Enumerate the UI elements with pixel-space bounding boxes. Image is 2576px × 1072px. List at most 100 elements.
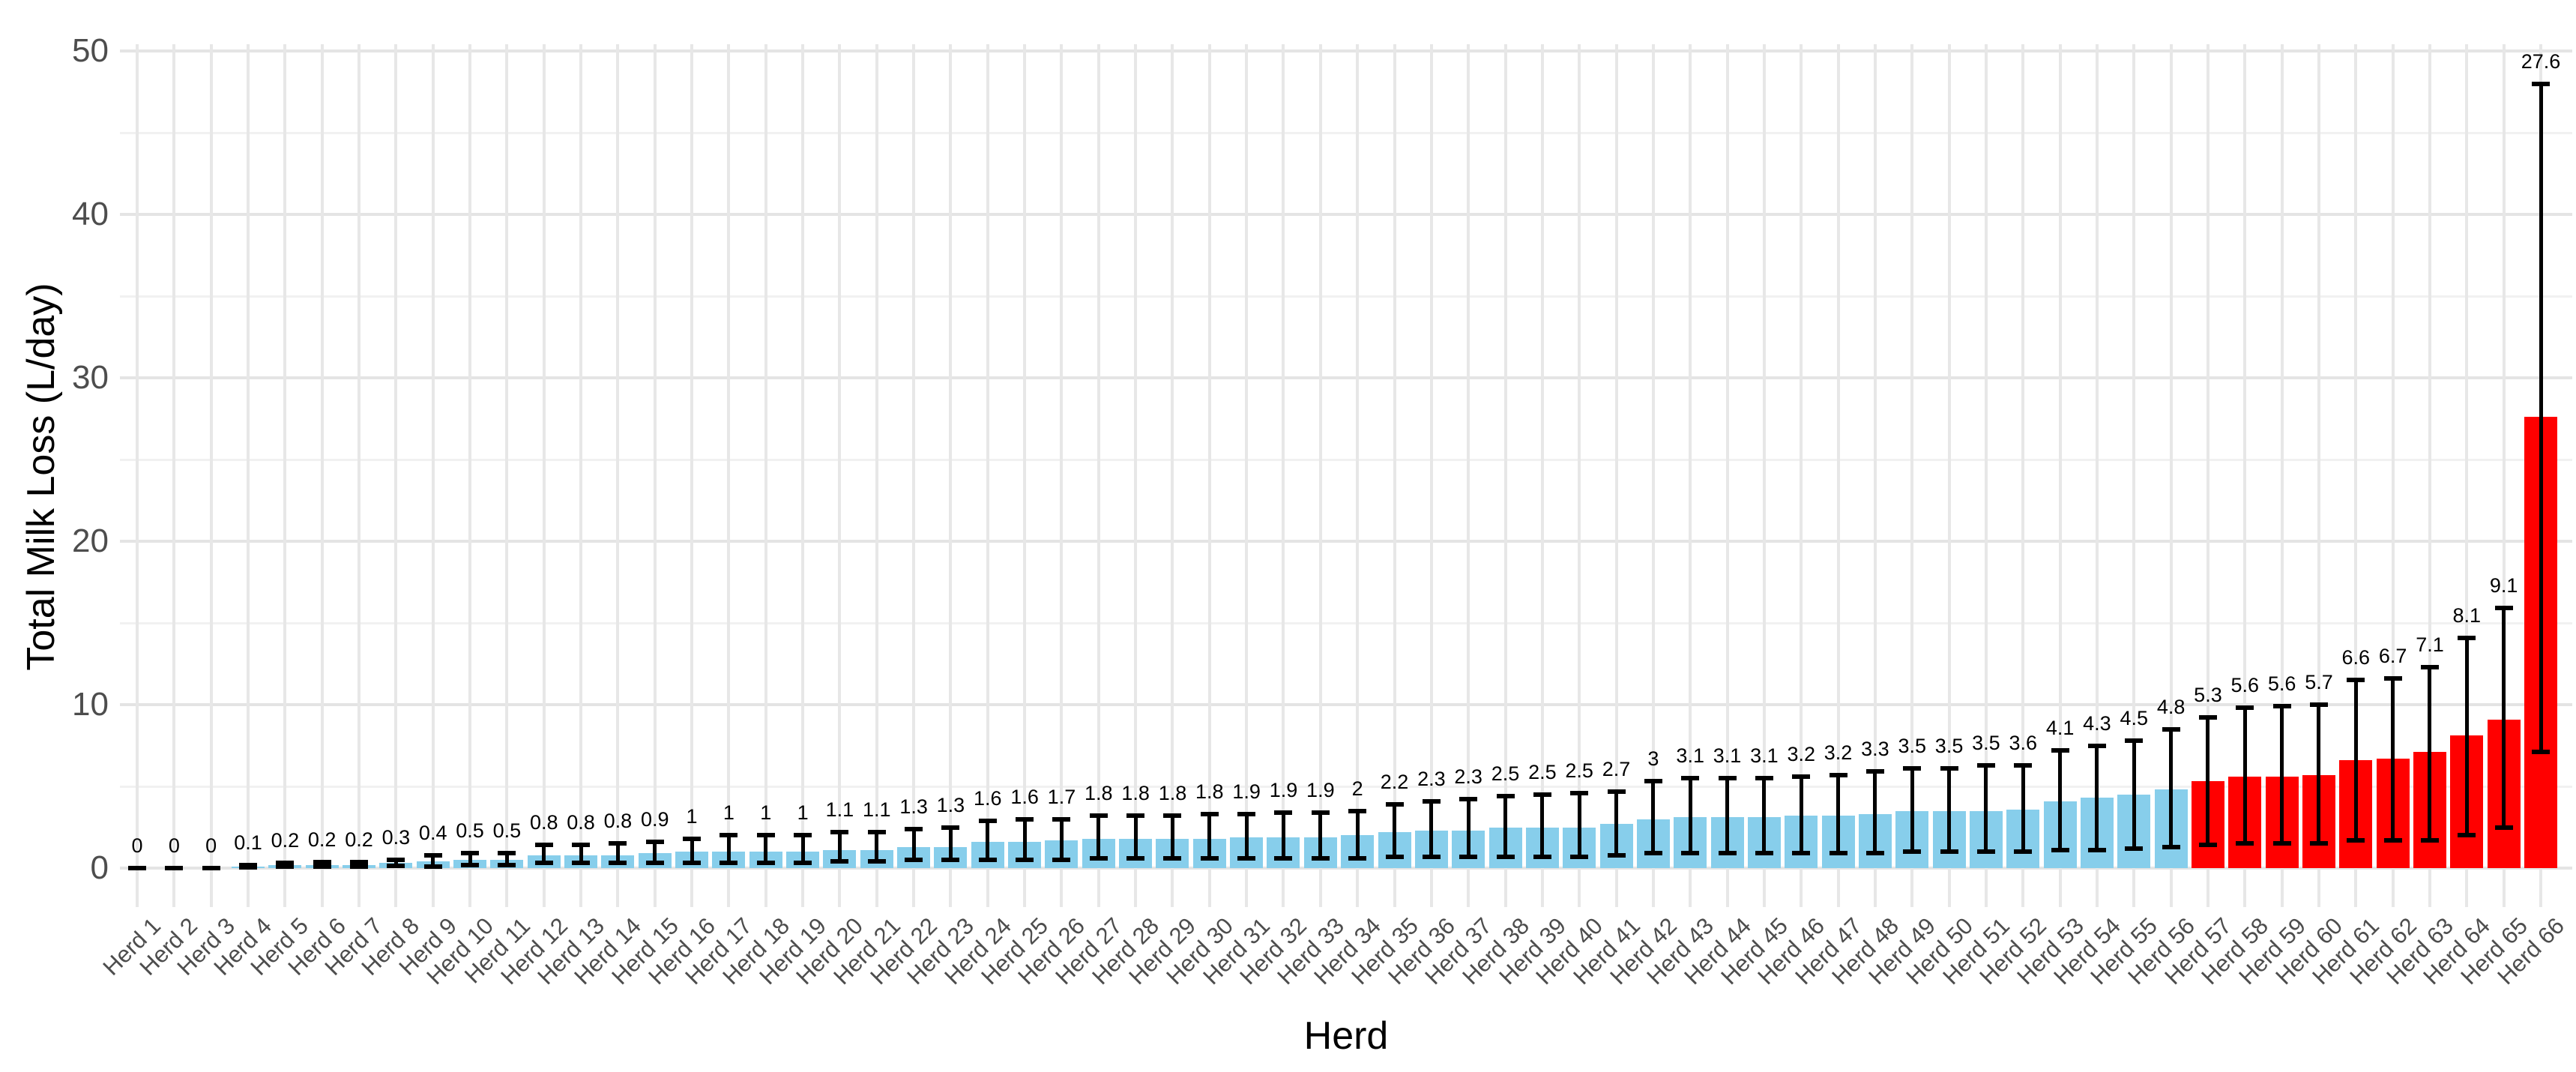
bar-value-label: 1	[686, 804, 698, 828]
error-bar-cap-top	[498, 851, 516, 856]
error-bar-cap-bottom	[2494, 825, 2513, 830]
bar-value-label: 4.1	[2045, 717, 2075, 740]
x-gridline	[394, 44, 398, 907]
error-bar-cap-bottom	[1052, 858, 1071, 863]
error-bar	[2428, 666, 2432, 840]
error-bar	[2539, 83, 2543, 753]
x-gridline	[1282, 44, 1285, 907]
x-gridline	[1245, 44, 1249, 907]
x-gridline	[2058, 44, 2062, 907]
error-bar-cap-bottom	[2458, 833, 2476, 838]
x-gridline	[542, 44, 546, 907]
error-bar-cap-bottom	[2162, 844, 2180, 849]
error-bar-cap-bottom	[1016, 858, 1034, 863]
error-bar-cap-top	[1237, 812, 1256, 817]
error-bar	[2132, 740, 2136, 849]
error-bar-cap-top	[1755, 776, 1773, 781]
error-bar	[1466, 799, 1471, 857]
x-gridline	[986, 44, 989, 907]
error-bar	[579, 845, 583, 864]
error-bar-cap-top	[313, 860, 331, 865]
error-bar	[1762, 778, 1767, 854]
error-bar-cap-top	[2458, 635, 2476, 640]
error-bar-cap-bottom	[1348, 855, 1367, 861]
y-gridline-major	[120, 376, 2572, 379]
error-bar-cap-bottom	[2125, 846, 2144, 851]
error-bar-cap-bottom	[1274, 855, 1293, 861]
error-bar-cap-bottom	[2051, 848, 2069, 853]
bar-value-label: 27.6	[2521, 49, 2561, 73]
x-gridline	[505, 44, 509, 907]
bar-value-label: 0.2	[271, 829, 300, 852]
bar-value-label: 1.9	[1269, 778, 1298, 801]
error-bar-cap-bottom	[1644, 851, 1662, 856]
bar-value-label: 1.8	[1121, 782, 1150, 805]
x-gridline	[1762, 44, 1766, 907]
error-bar-cap-top	[2383, 676, 2402, 681]
error-bar	[1947, 768, 1952, 852]
error-bar-cap-top	[1311, 810, 1330, 815]
bar-value-label: 1	[723, 801, 735, 825]
error-bar-cap-bottom	[2272, 841, 2291, 846]
bar-value-label: 1	[760, 801, 772, 825]
error-bar-cap-bottom	[2532, 750, 2550, 755]
bar-value-label: 1.9	[1232, 780, 1261, 804]
error-bar-cap-bottom	[1865, 851, 1884, 856]
bar-value-label: 0.9	[640, 808, 669, 831]
error-bar-cap-top	[239, 862, 257, 867]
x-gridline	[1910, 44, 1914, 907]
error-bar	[2353, 680, 2358, 840]
x-gridline	[136, 44, 139, 907]
error-bar	[2502, 608, 2506, 828]
x-gridline	[172, 44, 176, 907]
x-gridline	[579, 44, 583, 907]
bar-value-label: 5.3	[2194, 684, 2222, 707]
error-bar	[393, 860, 398, 866]
error-bar	[468, 853, 472, 865]
error-bar-cap-top	[830, 830, 849, 835]
x-gridline	[838, 44, 842, 907]
error-bar-cap-bottom	[941, 858, 960, 863]
x-gridline	[1503, 44, 1507, 907]
bar-value-label: 2.2	[1380, 770, 1409, 793]
error-bar-cap-bottom	[239, 864, 257, 870]
error-bar-cap-bottom	[720, 861, 738, 866]
bar-value-label: 3.2	[1787, 742, 1815, 765]
error-bar-cap-top	[867, 830, 886, 835]
error-bar-cap-top	[1385, 801, 1404, 807]
error-bar	[1725, 778, 1730, 854]
x-gridline	[1836, 44, 1840, 907]
bar-value-label: 1.6	[974, 786, 1002, 810]
error-bar	[1614, 791, 1619, 855]
y-tick-label: 20	[72, 523, 109, 559]
error-bar-cap-top	[1200, 812, 1219, 817]
error-bar-cap-top	[1644, 779, 1662, 784]
error-bar	[1836, 774, 1841, 854]
error-bar-cap-bottom	[1311, 855, 1330, 861]
bar-value-label: 9.1	[2489, 574, 2518, 597]
error-bar	[1244, 814, 1249, 858]
error-bar	[1318, 812, 1323, 858]
error-bar-cap-top	[572, 843, 591, 848]
error-bar-cap-top	[609, 841, 627, 846]
x-gridline	[1171, 44, 1174, 907]
x-gridline	[1207, 44, 1211, 907]
bar-value-label: 3.5	[1972, 731, 2000, 754]
error-bar-cap-bottom	[867, 859, 886, 864]
x-gridline	[247, 44, 250, 907]
bar-value-label: 0.2	[345, 828, 373, 852]
y-tick-label: 40	[72, 196, 109, 232]
bar-value-label: 1.7	[1047, 785, 1076, 808]
bar-value-label: 5.6	[2267, 672, 2296, 696]
error-bar-cap-top	[461, 851, 480, 856]
error-bar	[1910, 768, 1914, 852]
x-gridline	[2021, 44, 2025, 907]
x-gridline	[912, 44, 916, 907]
x-gridline	[801, 44, 805, 907]
error-bar-cap-bottom	[1570, 854, 1589, 859]
bar-value-label: 8.1	[2452, 603, 2482, 627]
error-bar-cap-bottom	[202, 866, 220, 870]
bar-value-label: 6.6	[2341, 646, 2371, 669]
error-bar	[2169, 729, 2174, 847]
